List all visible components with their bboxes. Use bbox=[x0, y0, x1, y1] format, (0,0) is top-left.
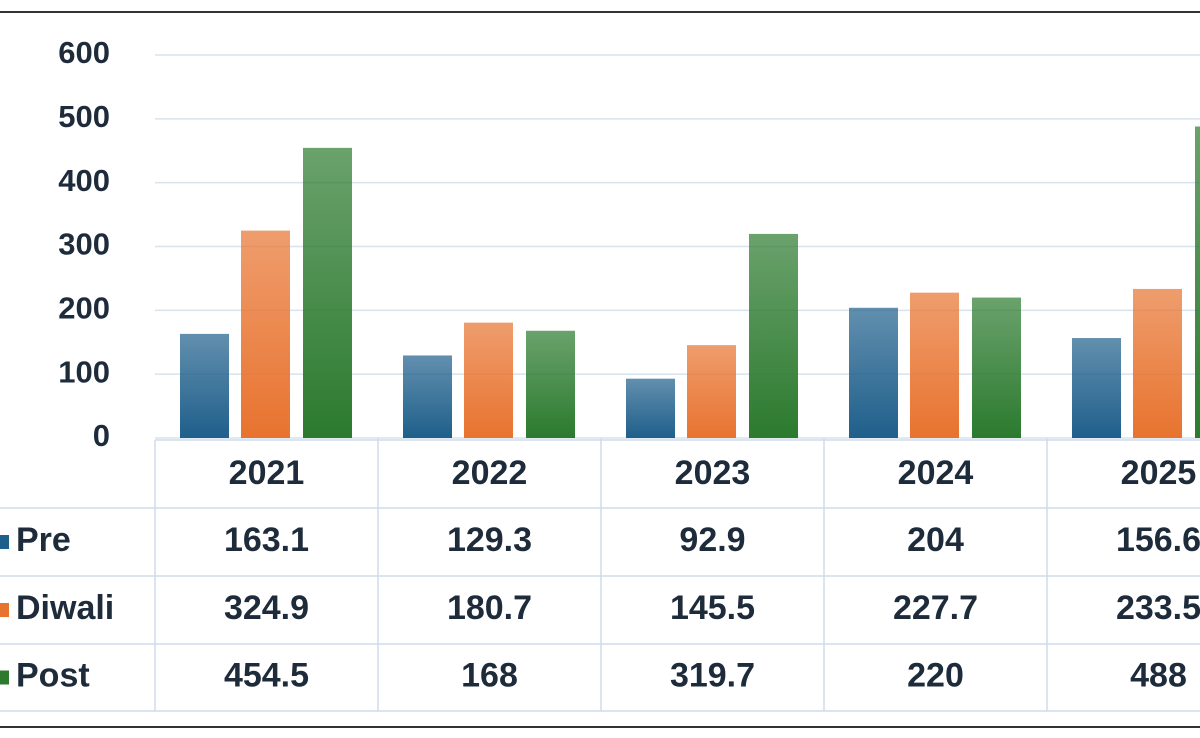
bar bbox=[910, 292, 959, 438]
bar bbox=[303, 147, 352, 438]
y-tick-label: 200 bbox=[58, 291, 110, 326]
table-value: 156.6 bbox=[1116, 521, 1200, 559]
bar bbox=[464, 322, 513, 438]
y-tick-label: 600 bbox=[58, 35, 110, 70]
bar bbox=[1195, 126, 1200, 438]
bar bbox=[241, 230, 290, 438]
legend-label: Pre bbox=[16, 521, 71, 559]
table-value: 220 bbox=[907, 656, 964, 694]
y-tick-label: 400 bbox=[58, 163, 110, 198]
bar bbox=[180, 333, 229, 438]
bar bbox=[403, 355, 452, 438]
legend-label: Diwali bbox=[16, 589, 114, 627]
bar bbox=[1072, 338, 1121, 438]
table-value: 324.9 bbox=[224, 589, 309, 627]
table-value: 145.5 bbox=[670, 589, 755, 627]
bar bbox=[849, 307, 898, 438]
legend-key bbox=[0, 603, 9, 617]
legend-key bbox=[0, 535, 9, 549]
bar bbox=[687, 345, 736, 438]
table-value: 204 bbox=[907, 521, 964, 559]
bar bbox=[972, 297, 1021, 438]
table-value: 319.7 bbox=[670, 656, 755, 694]
y-tick-label: 0 bbox=[93, 418, 110, 453]
bar bbox=[749, 233, 798, 438]
table-value: 92.9 bbox=[679, 521, 745, 559]
x-tick-label: 2023 bbox=[675, 454, 751, 492]
table-value: 454.5 bbox=[224, 656, 309, 694]
table-value: 129.3 bbox=[447, 521, 532, 559]
bar bbox=[626, 378, 675, 438]
y-tick-label: 100 bbox=[58, 354, 110, 389]
bar bbox=[526, 330, 575, 438]
x-tick-label: 2022 bbox=[452, 454, 528, 492]
table-value: 163.1 bbox=[224, 521, 309, 559]
frame bbox=[0, 11, 1200, 728]
y-tick-label: 500 bbox=[58, 99, 110, 134]
table-value: 227.7 bbox=[893, 589, 978, 627]
legend-label: Post bbox=[16, 656, 90, 694]
x-tick-label: 2021 bbox=[229, 454, 305, 492]
bar bbox=[1133, 288, 1182, 438]
table-value: 168 bbox=[461, 656, 518, 694]
x-tick-label: 2024 bbox=[898, 454, 974, 492]
legend-key bbox=[0, 670, 9, 685]
x-tick-label: 2025 bbox=[1121, 454, 1197, 492]
table-value: 180.7 bbox=[447, 589, 532, 627]
table-value: 233.5 bbox=[1116, 589, 1200, 627]
y-tick-label: 300 bbox=[58, 227, 110, 262]
table-value: 488 bbox=[1130, 656, 1187, 694]
